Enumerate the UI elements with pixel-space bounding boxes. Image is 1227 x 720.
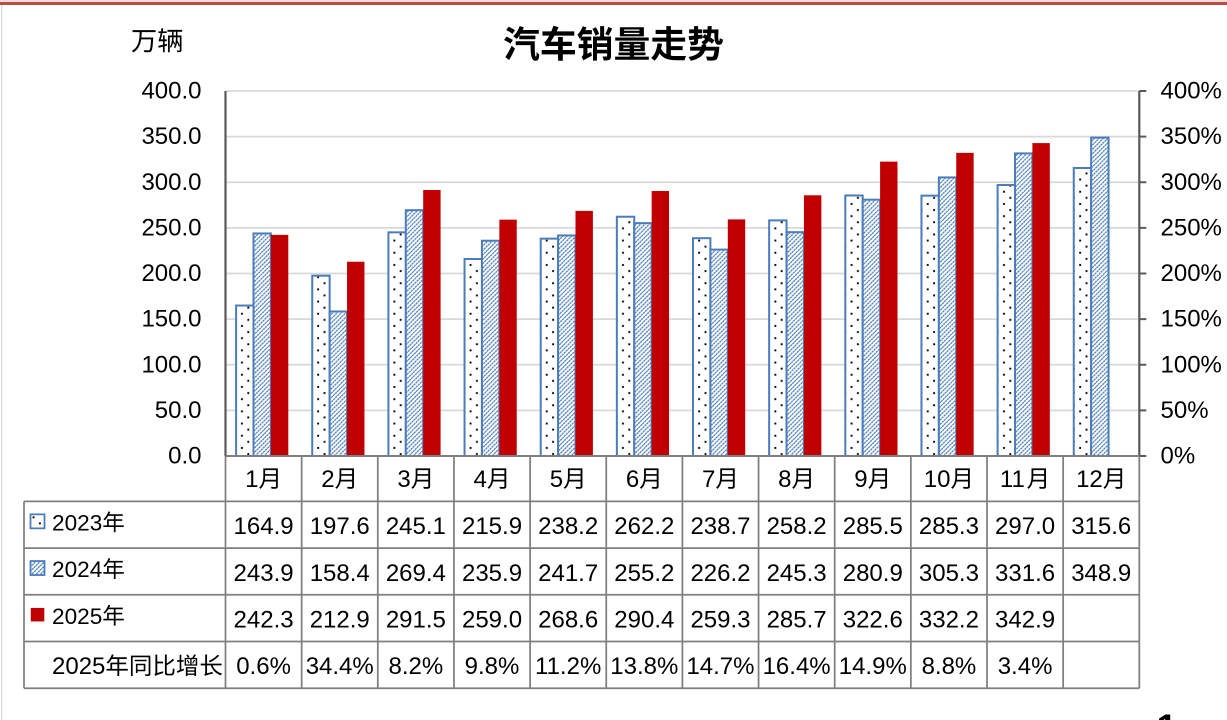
svg-text:3: 3 [397, 466, 410, 493]
svg-text:400%: 400% [1161, 78, 1222, 105]
svg-text:50%: 50% [1161, 397, 1209, 424]
svg-text:2025: 2025 [52, 604, 102, 629]
svg-text:14.9%: 14.9% [839, 653, 907, 680]
svg-text:8.8%: 8.8% [922, 653, 977, 680]
svg-text:12: 12 [1076, 466, 1103, 493]
svg-text:262.2: 262.2 [614, 513, 674, 540]
svg-text:400.0: 400.0 [141, 78, 201, 105]
svg-text:285.5: 285.5 [843, 513, 903, 540]
svg-text:2023: 2023 [52, 510, 102, 535]
svg-text:285.7: 285.7 [767, 607, 827, 634]
svg-text:332.2: 332.2 [919, 607, 979, 634]
svg-text:268.6: 268.6 [538, 607, 598, 634]
svg-text:250.0: 250.0 [141, 214, 201, 241]
svg-text:164.9: 164.9 [234, 513, 294, 540]
svg-text:197.6: 197.6 [310, 513, 370, 540]
svg-text:290.4: 290.4 [614, 607, 674, 634]
svg-text:9.8%: 9.8% [465, 653, 520, 680]
svg-text:245.1: 245.1 [386, 513, 446, 540]
svg-text:350%: 350% [1161, 123, 1222, 150]
svg-text:150%: 150% [1161, 306, 1222, 333]
svg-text:50.0: 50.0 [155, 397, 202, 424]
svg-text:300.0: 300.0 [141, 169, 201, 196]
svg-text:269.4: 269.4 [386, 560, 446, 587]
svg-text:1: 1 [1157, 707, 1178, 720]
svg-text:2025: 2025 [52, 653, 105, 680]
svg-text:342.9: 342.9 [995, 607, 1055, 634]
svg-text:291.5: 291.5 [386, 607, 446, 634]
svg-text:259.3: 259.3 [690, 607, 750, 634]
svg-text:2024: 2024 [52, 557, 102, 582]
svg-text:305.3: 305.3 [919, 560, 979, 587]
svg-text:0.6%: 0.6% [236, 653, 291, 680]
svg-text:245.3: 245.3 [767, 560, 827, 587]
svg-text:100%: 100% [1161, 351, 1222, 378]
svg-text:34.4%: 34.4% [306, 653, 374, 680]
svg-text:200%: 200% [1161, 260, 1222, 287]
svg-text:212.9: 212.9 [310, 607, 370, 634]
svg-text:331.6: 331.6 [995, 560, 1055, 587]
svg-text:200.0: 200.0 [141, 260, 201, 287]
svg-text:242.3: 242.3 [234, 607, 294, 634]
svg-text:158.4: 158.4 [310, 560, 370, 587]
svg-text:280.9: 280.9 [843, 560, 903, 587]
svg-text:4: 4 [474, 466, 487, 493]
svg-text:226.2: 226.2 [690, 560, 750, 587]
svg-text:315.6: 315.6 [1071, 513, 1131, 540]
svg-text:16.4%: 16.4% [763, 653, 831, 680]
svg-text:6: 6 [626, 466, 639, 493]
svg-text:300%: 300% [1161, 169, 1222, 196]
svg-text:7: 7 [702, 466, 715, 493]
svg-text:258.2: 258.2 [767, 513, 827, 540]
svg-text:10: 10 [924, 466, 951, 493]
svg-text:5: 5 [550, 466, 563, 493]
svg-text:11: 11 [1000, 466, 1025, 493]
svg-text:0%: 0% [1161, 443, 1196, 470]
svg-text:235.9: 235.9 [462, 560, 522, 587]
svg-text:250%: 250% [1161, 214, 1222, 241]
svg-text:243.9: 243.9 [234, 560, 294, 587]
svg-text:238.2: 238.2 [538, 513, 598, 540]
svg-text:255.2: 255.2 [614, 560, 674, 587]
svg-text:285.3: 285.3 [919, 513, 979, 540]
svg-text:14.7%: 14.7% [686, 653, 754, 680]
svg-text:215.9: 215.9 [462, 513, 522, 540]
svg-text:241.7: 241.7 [538, 560, 598, 587]
svg-text:0.0: 0.0 [168, 443, 201, 470]
svg-text:3.4%: 3.4% [998, 653, 1053, 680]
svg-text:238.7: 238.7 [690, 513, 750, 540]
svg-text:297.0: 297.0 [995, 513, 1055, 540]
svg-text:9: 9 [854, 466, 867, 493]
svg-text:8: 8 [778, 466, 791, 493]
svg-text:2: 2 [321, 466, 334, 493]
svg-text:322.6: 322.6 [843, 607, 903, 634]
svg-text:259.0: 259.0 [462, 607, 522, 634]
svg-text:350.0: 350.0 [141, 123, 201, 150]
svg-text:100.0: 100.0 [141, 351, 201, 378]
svg-text:13.8%: 13.8% [610, 653, 678, 680]
svg-text:348.9: 348.9 [1071, 560, 1131, 587]
svg-text:150.0: 150.0 [141, 306, 201, 333]
svg-text:11.2%: 11.2% [535, 653, 601, 680]
svg-text:8.2%: 8.2% [389, 653, 444, 680]
svg-text:1: 1 [245, 466, 258, 493]
